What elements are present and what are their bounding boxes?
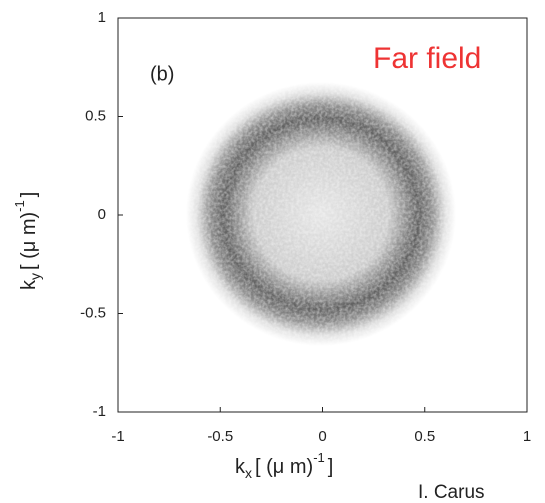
x-axis-label: kx[ (μ m)-1] bbox=[235, 450, 333, 480]
far-field-image bbox=[186, 82, 456, 346]
credit: I. Carus bbox=[418, 482, 485, 503]
x-tick-label: 0.5 bbox=[414, 428, 435, 445]
x-tick-label: 1 bbox=[523, 428, 531, 445]
panel-label: (b) bbox=[150, 63, 174, 85]
y-tick-label: 0.5 bbox=[85, 107, 106, 124]
x-tick-label: 0 bbox=[318, 428, 326, 445]
y-tick-label: -1 bbox=[93, 403, 106, 420]
annotation: Far field bbox=[373, 42, 481, 75]
y-axis-label: ky[ (μ m)-1] bbox=[12, 192, 42, 290]
y-tick-label: 0 bbox=[98, 206, 106, 223]
y-tick-label: 1 bbox=[98, 9, 106, 26]
x-tick-label: -0.5 bbox=[207, 428, 233, 445]
x-tick-label: -1 bbox=[111, 428, 124, 445]
y-tick-label: -0.5 bbox=[80, 304, 106, 321]
